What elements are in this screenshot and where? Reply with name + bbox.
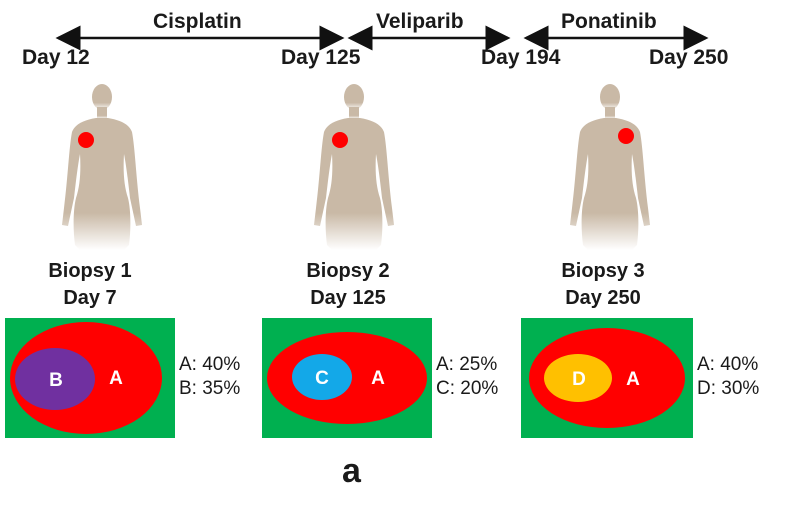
clone-b-label: B — [49, 370, 63, 391]
biopsy-2-title: Biopsy 2 Day 125 — [248, 258, 448, 312]
day-label-194: Day 194 — [481, 46, 561, 69]
panel-label: a — [342, 452, 361, 490]
body-figure-2 — [314, 84, 394, 250]
clone-a-label-1: A — [109, 368, 123, 389]
clone-box-3: D A — [521, 318, 693, 438]
biopsy-2-stats: A: 25% C: 20% — [436, 353, 498, 401]
clone-c-ellipse — [292, 354, 352, 400]
biopsy-3-stat-d: D: 30% — [697, 378, 760, 399]
biopsy-1-day: Day 7 — [63, 287, 117, 309]
biopsy-3-stats: A: 40% D: 30% — [697, 353, 759, 401]
clone-box-1: B A — [5, 318, 175, 438]
tumor-marker-2 — [332, 132, 348, 148]
biopsy-3-title: Biopsy 3 Day 250 — [503, 258, 703, 312]
clone-d-label: D — [572, 369, 586, 390]
clone-a-label-2: A — [371, 368, 385, 389]
biopsy-1-name: Biopsy 1 — [48, 260, 132, 282]
tumor-marker-3 — [618, 128, 634, 144]
clone-a-label-3: A — [626, 369, 640, 390]
biopsy-1-stat-a: A: 40% — [179, 354, 241, 375]
clone-c-label: C — [315, 368, 329, 389]
treatment-label-ponatinib: Ponatinib — [561, 10, 657, 33]
biopsy-1-stat-b: B: 35% — [179, 378, 241, 399]
biopsy-1-stats: A: 40% B: 35% — [179, 353, 240, 401]
body-figure-3 — [570, 84, 650, 250]
biopsy-3-name: Biopsy 3 — [561, 260, 645, 282]
clone-b-ellipse — [15, 348, 95, 410]
biopsy-3-day: Day 250 — [565, 287, 641, 309]
biopsy-2-stat-c: C: 20% — [436, 378, 499, 399]
body-figure-1 — [62, 84, 142, 250]
day-label-250: Day 250 — [649, 46, 729, 69]
biopsy-3-stat-a: A: 40% — [697, 354, 759, 375]
treatment-label-veliparib: Veliparib — [376, 10, 464, 33]
day-label-12: Day 12 — [22, 46, 90, 69]
treatment-label-cisplatin: Cisplatin — [153, 10, 242, 33]
tumor-marker-1 — [78, 132, 94, 148]
clone-d-ellipse — [544, 354, 612, 402]
biopsy-2-name: Biopsy 2 — [306, 260, 390, 282]
biopsy-2-stat-a: A: 25% — [436, 354, 498, 375]
biopsy-1-title: Biopsy 1 Day 7 — [0, 258, 190, 312]
day-label-125: Day 125 — [281, 46, 361, 69]
clone-box-2: C A — [262, 318, 432, 438]
biopsy-2-day: Day 125 — [310, 287, 386, 309]
